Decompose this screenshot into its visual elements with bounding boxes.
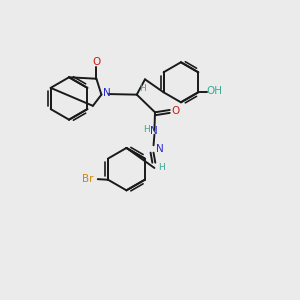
Text: N: N (150, 126, 158, 136)
Text: N: N (103, 88, 110, 98)
Text: H: H (139, 84, 145, 93)
Text: Br: Br (82, 174, 94, 184)
Text: OH: OH (206, 86, 223, 96)
Text: O: O (92, 57, 101, 67)
Text: O: O (172, 106, 180, 116)
Text: H: H (143, 125, 149, 134)
Text: H: H (158, 163, 165, 172)
Text: N: N (156, 144, 164, 154)
